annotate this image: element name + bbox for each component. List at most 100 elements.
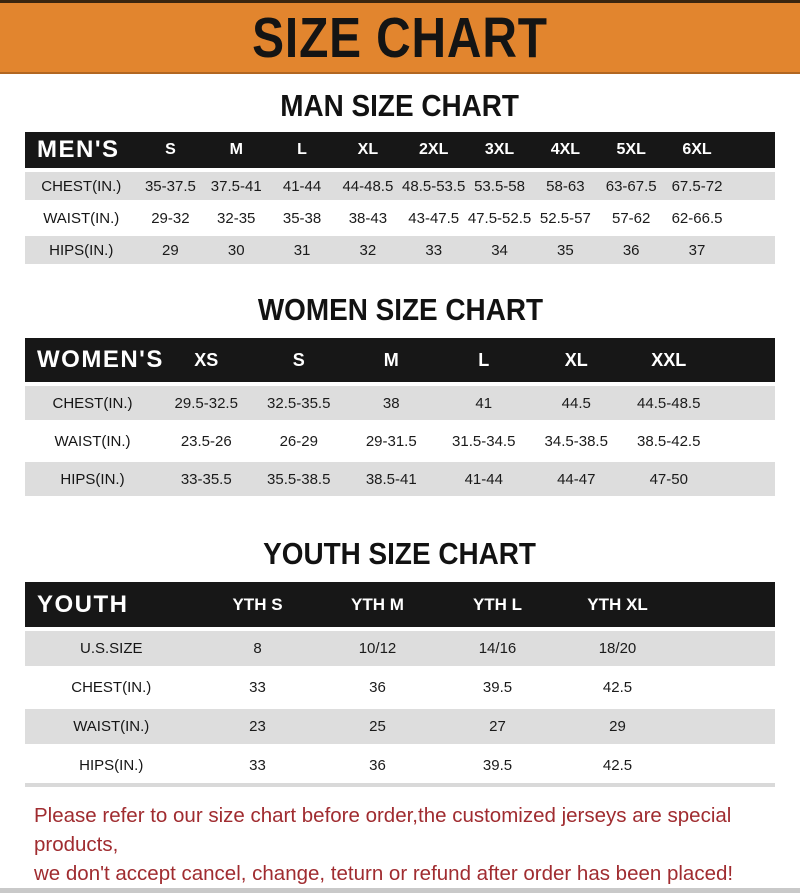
table-row: CHEST(IN.) 33 36 39.5 42.5	[25, 670, 775, 709]
size-cell: 32-35	[203, 204, 270, 236]
size-cell: 32	[334, 236, 401, 268]
size-cell: 33	[197, 748, 318, 787]
size-cell: 47-50	[622, 462, 715, 500]
size-column-header: 2XL	[400, 132, 467, 172]
size-cell: 29	[557, 709, 678, 748]
size-cell: 37	[664, 236, 730, 268]
section-heading: YOUTH SIZE CHART	[0, 536, 800, 572]
size-cell: 29	[137, 236, 204, 268]
size-cell: 39.5	[437, 670, 558, 709]
table-row: HIPS(IN.) 33-35.5 35.5-38.5 38.5-41 41-44 44-…	[25, 462, 775, 500]
size-cell: 44.5-48.5	[622, 386, 715, 424]
size-cell: 23.5-26	[160, 424, 253, 462]
size-cell: 42.5	[557, 748, 678, 787]
size-cell: 52.5-57	[532, 204, 599, 236]
size-cell: 23	[197, 709, 318, 748]
footer-line-1: Please refer to our size chart before or…	[34, 804, 732, 856]
size-cell: 38	[345, 386, 438, 424]
size-column-header: XS	[160, 338, 253, 386]
size-cell: 38.5-42.5	[622, 424, 715, 462]
row-filler	[715, 424, 775, 462]
size-chart-section-2: YOUTH SIZE CHART YOUTH YTH S YTH M YTH L YTH …	[0, 536, 800, 787]
size-cell: 31	[269, 236, 335, 268]
row-label: HIPS(IN.)	[25, 462, 160, 500]
size-cell: 10/12	[317, 631, 438, 670]
size-cell: 44-48.5	[334, 172, 401, 204]
table-row: WAIST(IN.) 29-32 32-35 35-38 38-43 43-47.5 47.…	[25, 204, 775, 236]
size-cell: 48.5-53.5	[400, 172, 467, 204]
size-cell: 18/20	[557, 631, 678, 670]
size-chart-section-1: WOMEN SIZE CHART WOMEN'S XS S M L XL XXL CHEST(I…	[0, 292, 800, 500]
size-cell: 39.5	[437, 748, 558, 787]
table-corner-label: MEN'S	[25, 132, 138, 172]
size-column-header: YTH L	[437, 582, 558, 631]
size-column-header: XL	[334, 132, 401, 172]
size-column-header: 3XL	[466, 132, 533, 172]
table-row: HIPS(IN.) 33 36 39.5 42.5	[25, 748, 775, 787]
size-cell: 35-37.5	[137, 172, 204, 204]
size-cell: 32.5-35.5	[252, 386, 345, 424]
row-label: HIPS(IN.)	[25, 236, 138, 268]
row-label: CHEST(IN.)	[25, 172, 138, 204]
size-cell: 36	[598, 236, 665, 268]
size-cell: 25	[317, 709, 438, 748]
size-table: WOMEN'S XS S M L XL XXL CHEST(IN.) 29.5-32.5 32.5…	[25, 338, 775, 500]
row-filler	[677, 670, 775, 709]
size-cell: 33-35.5	[160, 462, 253, 500]
size-column-header: YTH S	[197, 582, 318, 631]
size-cell: 53.5-58	[466, 172, 533, 204]
size-cell: 34.5-38.5	[530, 424, 623, 462]
size-cell: 36	[317, 748, 438, 787]
size-cell: 30	[203, 236, 270, 268]
bottom-strip	[0, 888, 800, 893]
size-chart-section-0: MAN SIZE CHART MEN'S S M L XL 2XL 3XL 4XL 5XL 6XL C…	[0, 88, 800, 268]
size-cell: 44.5	[530, 386, 623, 424]
size-cell: 34	[466, 236, 533, 268]
size-cell: 35	[532, 236, 599, 268]
table-row: CHEST(IN.) 35-37.5 37.5-41 41-44 44-48.5 48.5…	[25, 172, 775, 204]
size-column-header: 4XL	[532, 132, 599, 172]
size-column-header: M	[345, 338, 438, 386]
table-row: CHEST(IN.) 29.5-32.5 32.5-35.5 38 41 44.5 44.5…	[25, 386, 775, 424]
size-cell: 29-32	[137, 204, 204, 236]
size-cell: 38-43	[334, 204, 401, 236]
table-row: WAIST(IN.) 23 25 27 29	[25, 709, 775, 748]
row-filler	[729, 172, 775, 204]
section-heading: MAN SIZE CHART	[0, 88, 800, 124]
size-cell: 26-29	[252, 424, 345, 462]
row-label: WAIST(IN.)	[25, 709, 198, 748]
footer-line-2: we don't accept cancel, change, teturn o…	[34, 862, 734, 885]
size-cell: 33	[197, 670, 318, 709]
row-filler	[677, 709, 775, 748]
row-filler	[677, 631, 775, 670]
size-cell: 43-47.5	[400, 204, 467, 236]
size-cell: 41-44	[269, 172, 335, 204]
size-column-header: YTH M	[317, 582, 438, 631]
table-header-row: YOUTH YTH S YTH M YTH L YTH XL	[25, 582, 775, 631]
size-cell: 31.5-34.5	[437, 424, 530, 462]
size-cell: 33	[400, 236, 467, 268]
table-header-row: WOMEN'S XS S M L XL XXL	[25, 338, 775, 386]
size-cell: 14/16	[437, 631, 558, 670]
size-column-header: YTH XL	[557, 582, 678, 631]
section-heading-text: YOUTH SIZE CHART	[263, 536, 537, 571]
row-label: HIPS(IN.)	[25, 748, 198, 787]
size-column-header: S	[137, 132, 204, 172]
size-tables-container: MAN SIZE CHART MEN'S S M L XL 2XL 3XL 4XL 5XL 6XL C…	[0, 74, 800, 787]
size-column-header: M	[203, 132, 270, 172]
size-cell: 67.5-72	[664, 172, 730, 204]
size-cell: 57-62	[598, 204, 665, 236]
table-row: WAIST(IN.) 23.5-26 26-29 29-31.5 31.5-34.5 34…	[25, 424, 775, 462]
table-corner-label: WOMEN'S	[25, 338, 162, 386]
row-filler	[715, 386, 775, 424]
size-cell: 35-38	[269, 204, 335, 236]
size-column-header: L	[437, 338, 530, 386]
size-cell: 29.5-32.5	[160, 386, 253, 424]
row-filler	[729, 236, 775, 268]
table-row: U.S.SIZE 8 10/12 14/16 18/20	[25, 631, 775, 670]
size-table: MEN'S S M L XL 2XL 3XL 4XL 5XL 6XL CHEST(IN.) 35-37…	[25, 132, 775, 268]
size-cell: 44-47	[530, 462, 623, 500]
size-cell: 8	[197, 631, 318, 670]
row-filler	[729, 204, 775, 236]
